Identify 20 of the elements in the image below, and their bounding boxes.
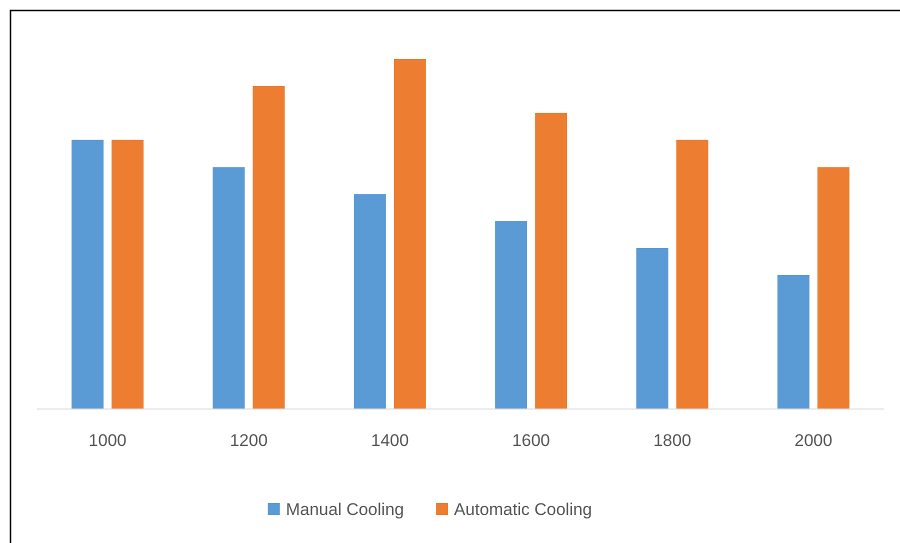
legend-label: Automatic Cooling (454, 500, 592, 519)
bar (252, 86, 285, 409)
x-tick-label: 1200 (230, 431, 268, 450)
bar (72, 140, 104, 409)
bar (495, 221, 528, 409)
bar (394, 59, 426, 409)
bar (817, 167, 850, 409)
bar (636, 248, 668, 409)
bar (112, 140, 144, 409)
legend-label: Manual Cooling (286, 500, 404, 519)
x-tick-label: 1600 (512, 431, 550, 450)
bar (212, 167, 245, 409)
x-tick-label: 2000 (794, 431, 832, 450)
x-tick-label: 1800 (653, 431, 692, 450)
bar (777, 274, 810, 409)
x-tick-label: 1000 (88, 431, 126, 450)
bar (535, 112, 568, 409)
x-tick-label: 1400 (371, 431, 409, 450)
bar (354, 194, 386, 409)
bar (676, 140, 708, 409)
